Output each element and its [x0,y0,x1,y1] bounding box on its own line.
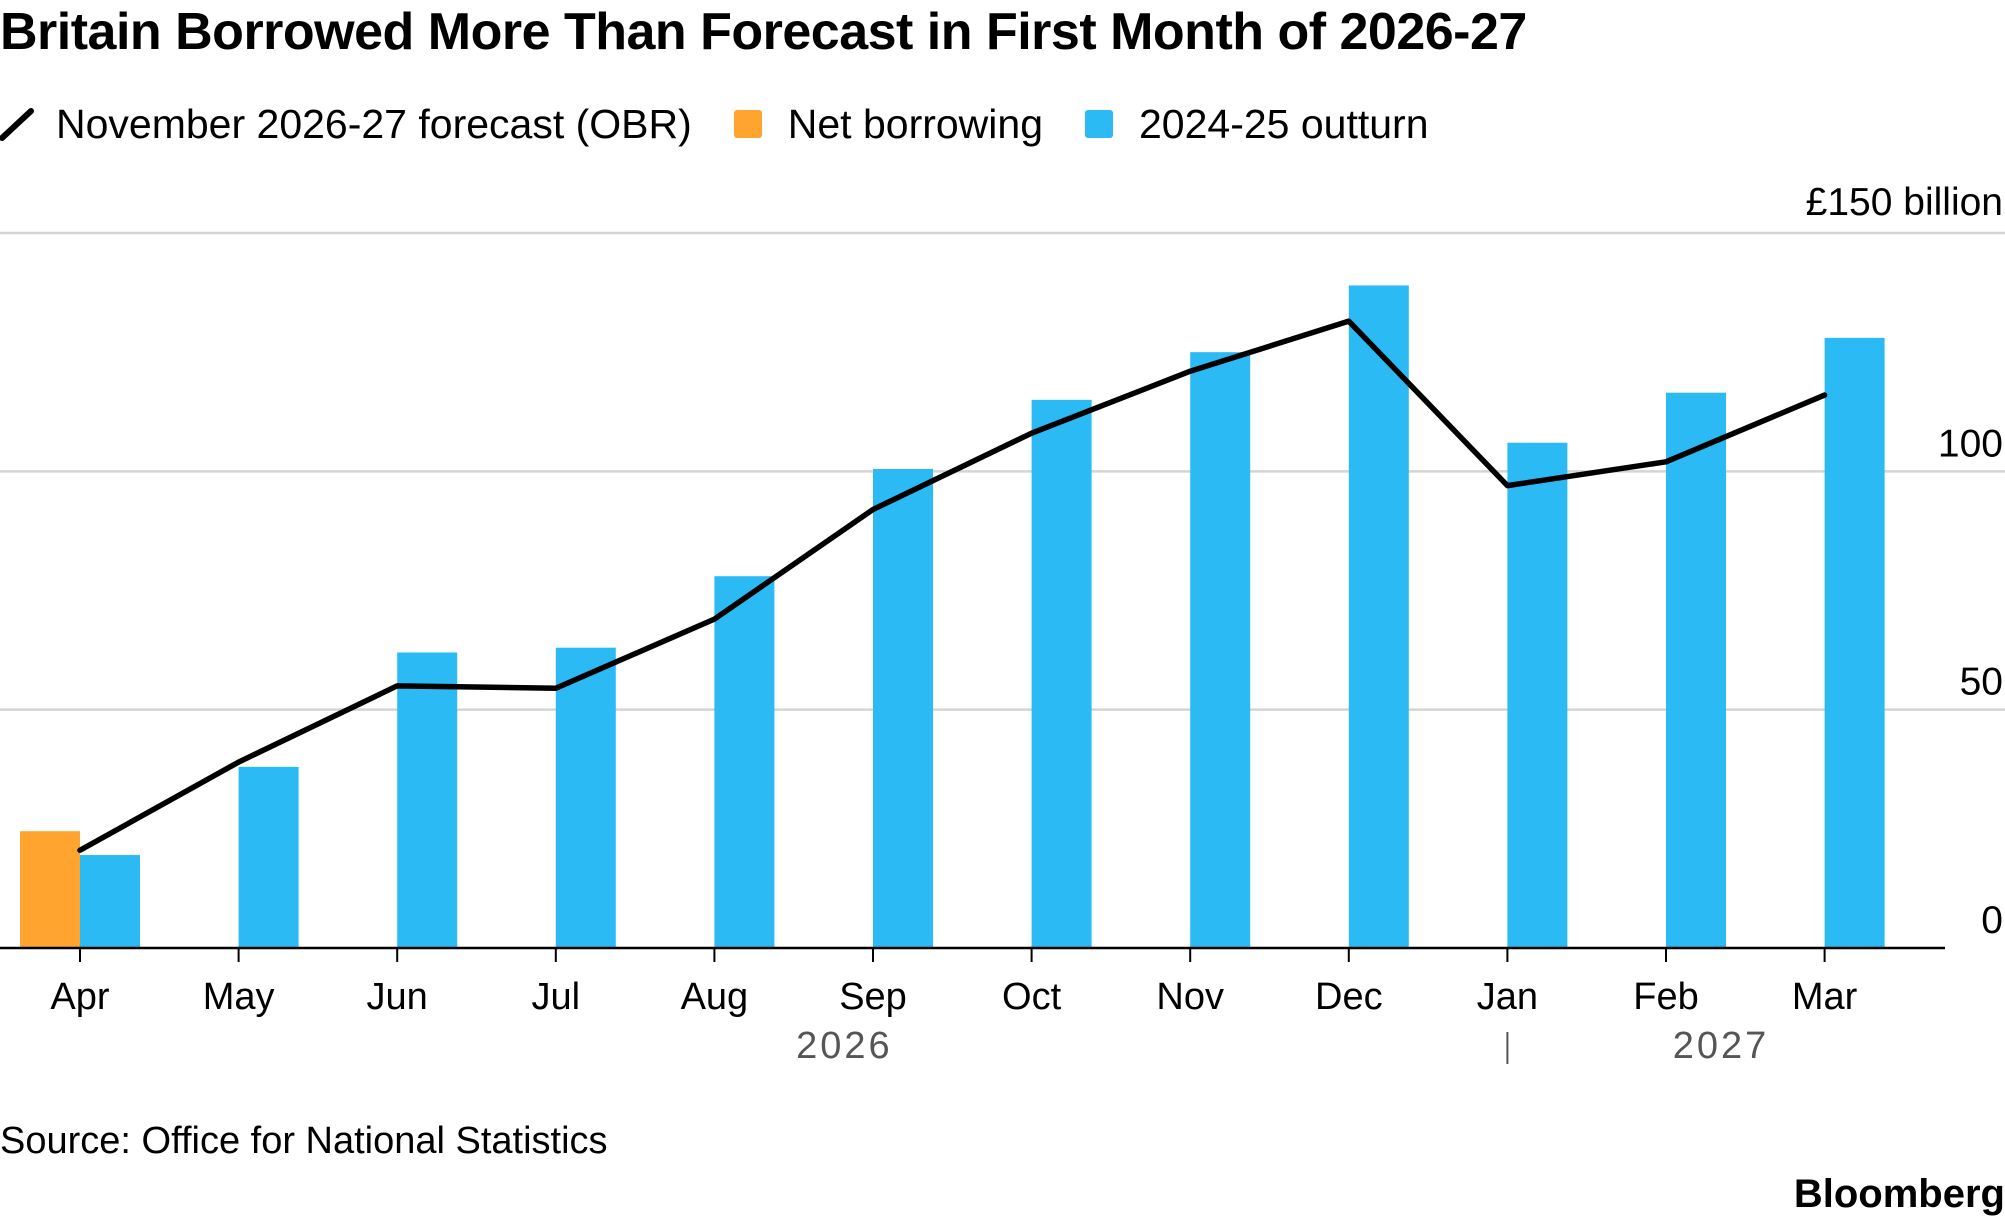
x-tick-label-oct: Oct [1002,976,1062,1018]
y-tick-label-0: 0 [1981,899,2003,942]
y-tick-label-1: 50 [1960,661,2003,704]
bar-outturn-may [238,766,299,948]
bar-outturn-oct [1031,399,1092,948]
x-tick-label-nov: Nov [1156,976,1224,1018]
year-label-2026: 2026 [796,1025,893,1067]
x-tick-label-feb: Feb [1633,976,1698,1018]
legend-swatch-outturn [1085,110,1113,138]
x-tick-label-aug: Aug [681,976,749,1018]
x-tick-label-jul: Jul [532,976,581,1018]
legend-line-swatch [0,108,34,141]
x-tick-label-dec: Dec [1315,976,1383,1018]
bar-net-borrowing-apr [20,831,80,948]
x-tick-label-sep: Sep [839,976,907,1018]
legend-item-net-borrowing: Net borrowing [733,100,1043,148]
bar-outturn-apr [80,855,140,948]
bar-outturn-jun [397,652,458,948]
x-tick-label-jun: Jun [367,976,428,1018]
bar-outturn-nov [1190,352,1251,949]
legend-label-net-borrowing: Net borrowing [787,100,1043,147]
legend-label-outturn: 2024-25 outturn [1139,100,1429,147]
x-tick-label-apr: Apr [50,976,109,1018]
bar-outturn-feb [1666,392,1726,948]
legend-swatch-net-borrowing [733,110,762,138]
bar-outturn-dec [1348,285,1409,948]
x-tick-label-mar: Mar [1792,976,1858,1018]
x-tick-label-jan: Jan [1477,976,1538,1018]
bar-outturn-sep [873,468,933,948]
bar-outturn-jul [555,647,616,948]
bar-outturn-mar [1824,337,1885,948]
forecast-line [77,318,1828,854]
bar-outturn-aug [714,576,775,948]
source-note: Source: Office for National Statistics [0,1120,608,1162]
x-tick-label-may: May [203,976,275,1018]
bloomberg-logo: Bloomberg [1793,1172,2005,1216]
legend: November 2026-27 forecast (OBR) Net borr… [0,98,1471,150]
y-tick-label-2: 100 [1938,422,2003,465]
legend-item-outturn: 2024-25 outturn [1085,101,1429,148]
legend-label-forecast: November 2026-27 forecast (OBR) [56,100,692,147]
y-tick-label-3: £150 billion [1806,181,2003,224]
chart-title: Britain Borrowed More Than Forecast in F… [0,3,1527,61]
legend-item-forecast: November 2026-27 forecast (OBR) [0,101,692,148]
bar-outturn-jan [1507,442,1568,948]
year-label-2027: 2027 [1673,1025,1770,1067]
